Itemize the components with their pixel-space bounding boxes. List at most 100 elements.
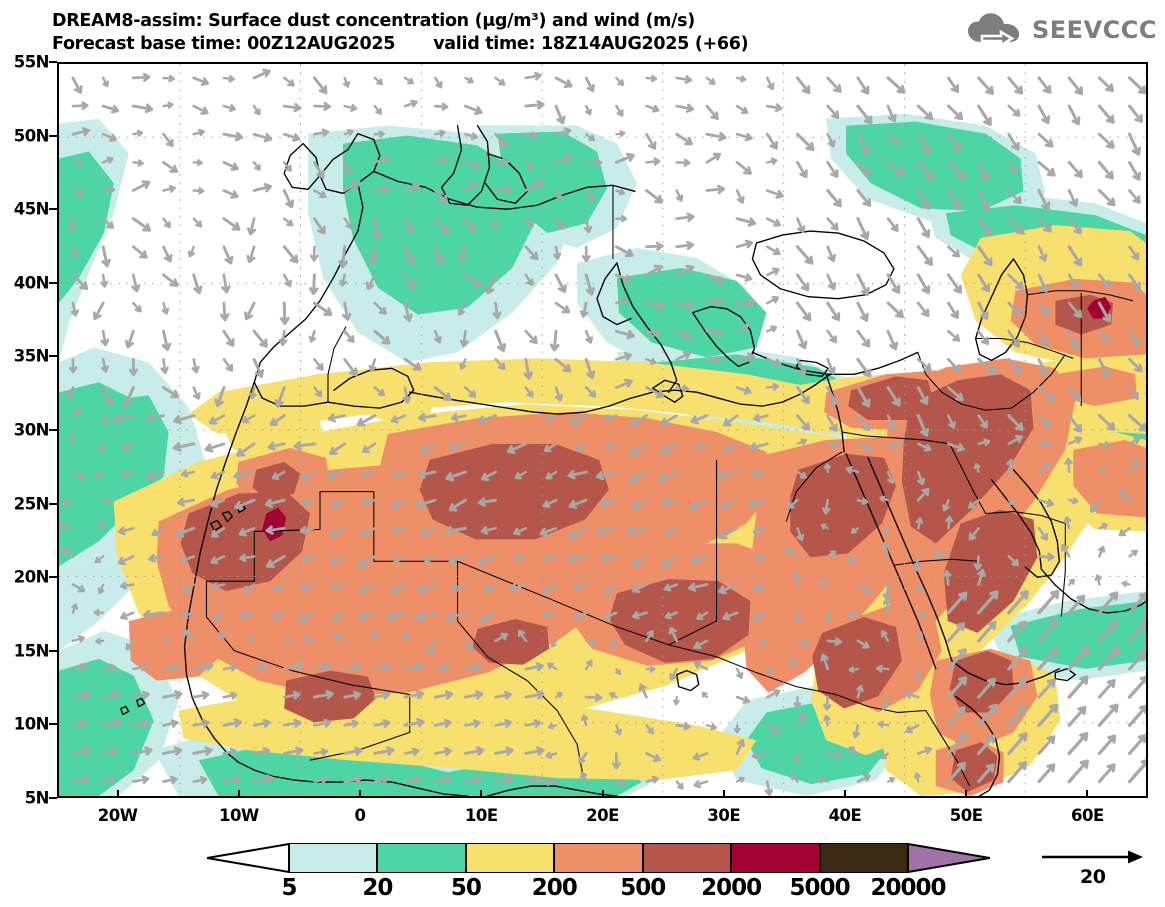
wind-arrow [192,690,210,700]
wind-arrow [946,706,966,727]
x-axis-tick-label: 60E [1071,806,1104,825]
wind-arrow [765,217,782,227]
wind-arrow [98,520,105,530]
x-axis-tick-label: 50E [949,806,983,825]
wind-arrow [131,746,153,756]
wind-arrow [584,693,603,702]
wind-arrow [241,414,256,424]
wind-arrow [483,583,497,593]
wind-arrow [71,719,88,728]
wind-arrow [247,635,256,642]
wind-arrow [120,611,135,620]
wind-arrow [191,358,200,374]
y-axis-tick-label: 35N [13,346,50,366]
wind-arrow [238,526,256,537]
wind-arrow [549,329,560,352]
wind-arrow [977,188,991,212]
wind-arrow [692,752,709,761]
wind-arrow [282,746,304,756]
wind-arrow [796,357,807,376]
wind-arrow [915,517,924,530]
wind-arrow [916,470,926,486]
wind-arrow [373,76,384,86]
y-axis-tick [49,355,57,358]
wind-arrow [433,386,452,402]
wind-arrow [614,273,632,283]
wind-arrow [1128,76,1146,95]
wind-arrow [856,639,870,649]
wind-arrow [946,188,962,210]
wind-arrow [946,160,966,180]
wind-arrow [1128,459,1139,474]
wind-arrow [584,386,597,398]
wind-arrow [236,442,256,457]
wind-arrow [173,414,196,425]
wind-arrow [668,626,679,643]
wind-arrow [567,553,588,564]
wind-arrow [705,355,723,365]
colorbar-band [554,843,643,873]
wind-arrow [539,526,558,537]
wind-arrow [735,217,757,227]
wind-arrow [112,414,135,424]
wind-arrow [221,273,231,294]
wind-arrow [820,523,829,530]
wind-arrow [751,751,769,760]
wind-arrow [101,690,121,700]
wind-arrow [329,582,346,592]
wind-arrow [945,515,954,530]
wind-vector-layer [59,68,1146,796]
wind-arrow [1037,763,1056,784]
wind-arrow [433,746,452,756]
wind-arrow [579,301,589,318]
wind-arrow [308,330,317,343]
forecast-time-line: Forecast base time: 00Z12AUG2025 valid ti… [52,33,749,56]
wind-arrow [977,438,991,447]
wind-arrow [826,386,839,406]
wind-arrow [792,570,801,586]
wind-arrow [433,76,443,89]
wind-arrow [252,183,273,193]
wind-arrow [361,497,377,506]
wind-arrow [70,301,79,317]
wind-arrow [584,659,593,671]
wind-arrow [718,526,739,540]
colorbar-tick-label: 50 [450,875,482,901]
wind-arrow [146,412,165,423]
wind-arrow [365,273,377,290]
wind-arrow [913,772,921,783]
wind-arrow [946,273,962,294]
wind-arrow [883,527,890,535]
wind-arrow [645,665,656,673]
wind-arrow [645,752,662,762]
wind-arrow [162,184,176,193]
wind-arrow [403,747,420,756]
wind-arrow [60,546,75,558]
x-axis-labels: 20W 10W 0 10E 20E 30E 40E 50E 60E [57,790,1148,828]
colorbar-tick-label: 500 [620,875,666,901]
wind-arrow [162,719,179,728]
wind-arrow [705,723,717,731]
wind-arrow [100,329,110,347]
wind-arrow [420,526,437,537]
wind-arrow [214,386,226,408]
wind-arrow [759,639,769,646]
wind-arrow [675,75,693,84]
wind-arrow [445,470,467,482]
wind-arrow [252,329,268,348]
wind-arrow [433,245,445,265]
wind-arrow [101,245,111,268]
wind-arrow [494,718,513,728]
wind-arrow [356,414,377,427]
wind-arrow [822,695,832,711]
wind-arrow [609,692,618,699]
wind-arrow [735,132,753,142]
x-axis-tick [601,790,604,798]
wind-arrow [329,526,347,538]
wind-arrow [554,386,563,402]
wind-arrow [1097,301,1112,323]
wind-arrow [282,661,305,672]
wind-arrow [464,386,477,398]
wind-arrow [1007,620,1027,643]
wind-arrow [572,582,588,591]
